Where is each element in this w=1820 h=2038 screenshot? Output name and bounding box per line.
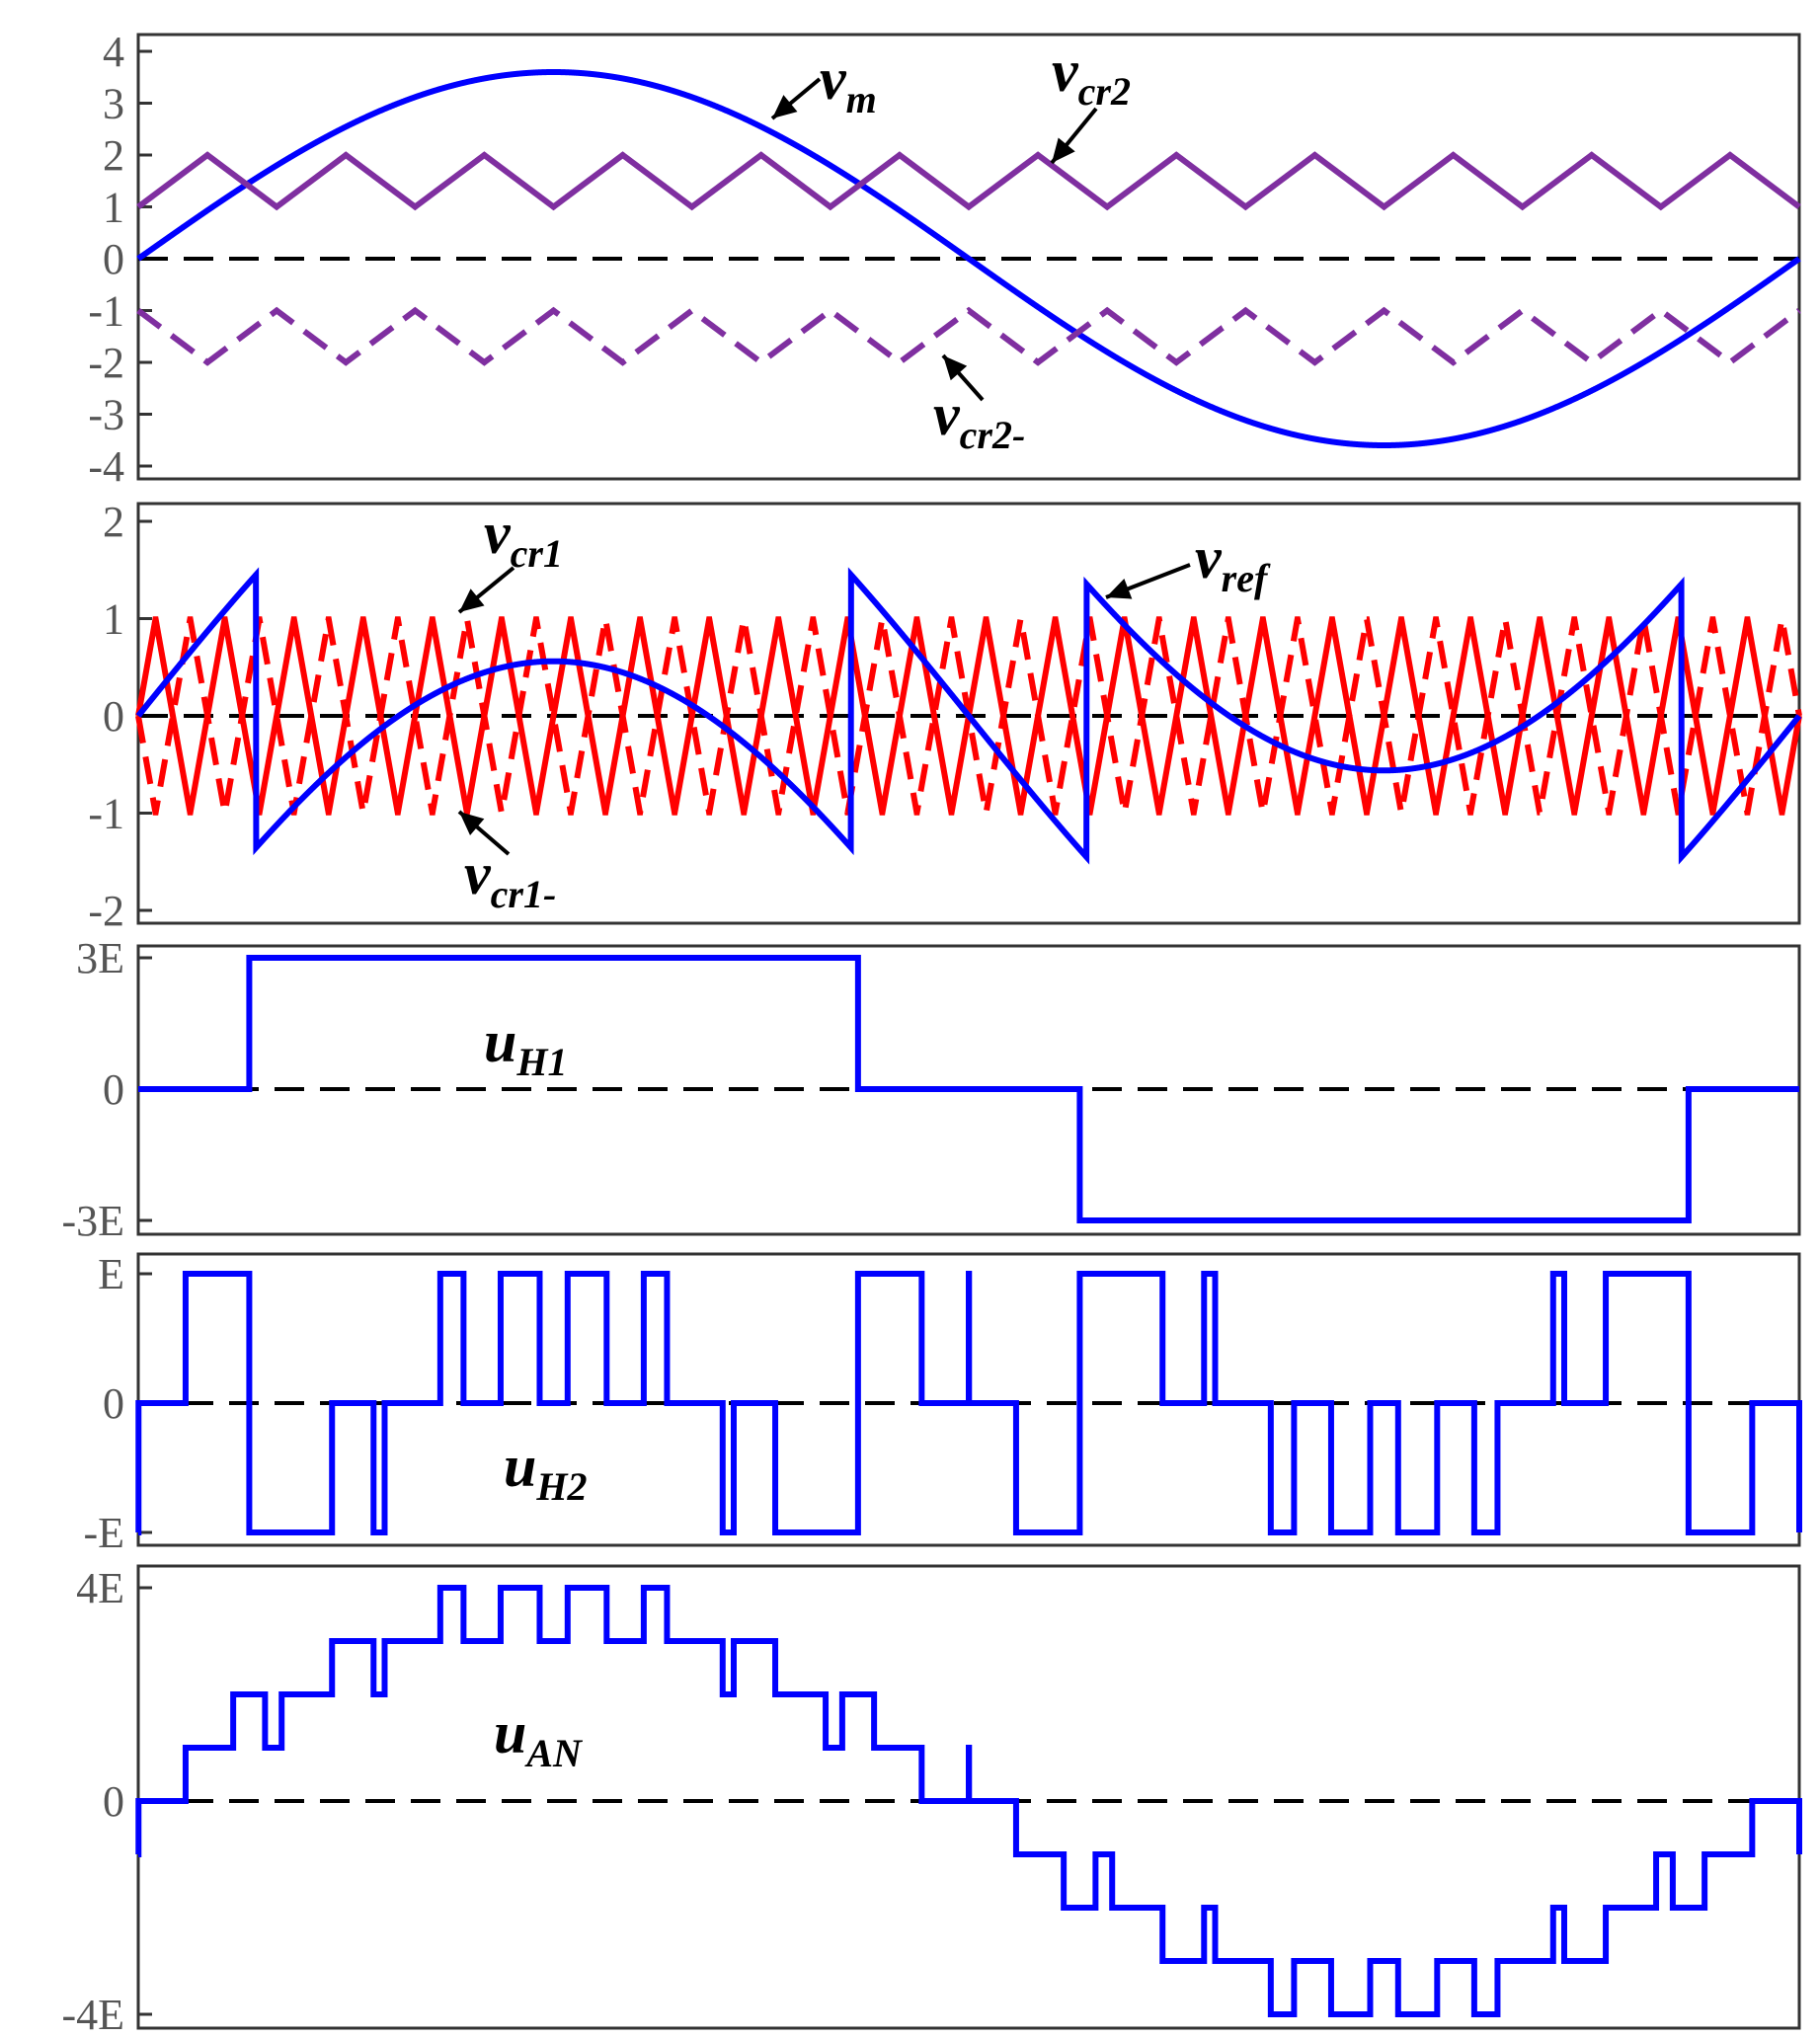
- series-vcr2: [136, 151, 1801, 211]
- label-uAN: uAN: [494, 1700, 584, 1775]
- label-vcr1-main: v: [484, 501, 512, 566]
- label-uH2-main: u: [504, 1434, 536, 1499]
- label-vcr2: vcr2: [1052, 39, 1131, 114]
- series-vm: [136, 69, 1801, 448]
- label-vcr1-sub: cr1: [511, 531, 563, 576]
- label-uH2-sub: H2: [535, 1464, 587, 1509]
- panel-3: 3E 0 -3E uH1: [61, 934, 1801, 1245]
- series-uH1: [138, 955, 1799, 1223]
- y-tick-label: -3E: [61, 1197, 124, 1245]
- arrow-vcr1-head: [459, 588, 485, 612]
- label-uH1: uH1: [484, 1009, 568, 1084]
- label-vm-main: v: [820, 46, 847, 112]
- y-tick-label: -4E: [61, 1991, 124, 2038]
- label-uH2: uH2: [504, 1434, 588, 1509]
- label-vm: vm: [820, 46, 877, 121]
- arrow-vcr2m-head: [943, 355, 968, 381]
- arrow-vcr2-head: [1052, 137, 1075, 163]
- label-uH1-sub: H1: [515, 1040, 567, 1084]
- panel-5-frame: [136, 1564, 1801, 2030]
- y-tick-label: 0: [103, 1379, 124, 1428]
- label-vref: vref: [1195, 525, 1271, 600]
- y-tick-label: 1: [103, 184, 124, 232]
- y-tick-label: -2: [88, 887, 124, 935]
- label-uH1-main: u: [484, 1009, 516, 1074]
- series-uAN: [135, 1585, 1802, 2017]
- label-vcr2-main: v: [1052, 39, 1079, 104]
- y-tick-label: 0: [103, 692, 124, 741]
- label-vcr1m-main: v: [464, 841, 492, 906]
- label-vm-sub: m: [846, 77, 877, 121]
- y-tick-label: 0: [103, 1065, 124, 1114]
- arrow-vref-head: [1106, 579, 1133, 599]
- y-tick-label: -4: [88, 442, 124, 491]
- label-uAN-main: u: [494, 1700, 526, 1765]
- series-vref: [135, 567, 1802, 865]
- label-vref-sub: ref: [1222, 556, 1271, 600]
- y-tick-label: 3E: [76, 934, 124, 982]
- y-tick-label: 2: [103, 498, 124, 546]
- label-vcr2-sub: cr2: [1078, 69, 1131, 114]
- arrow-vm-head: [772, 95, 798, 118]
- label-vref-main: v: [1195, 525, 1223, 590]
- series-vcr2m: [136, 306, 1801, 366]
- y-tick-label: -1: [88, 790, 124, 838]
- panel-4-frame: [136, 1252, 1801, 1547]
- label-uAN-sub: AN: [523, 1731, 584, 1775]
- y-tick-label: 2: [103, 131, 124, 180]
- label-vcr1: vcr1: [484, 501, 563, 576]
- arrow-vcr1m-head: [459, 812, 485, 835]
- y-tick-label: -2: [88, 339, 124, 387]
- series-uH2: [135, 1271, 1802, 1535]
- y-tick-label: 4: [103, 28, 124, 76]
- label-vcr2m-sub: cr2-: [960, 413, 1026, 457]
- y-tick-label: -1: [88, 287, 124, 336]
- y-tick-label: -E: [83, 1509, 124, 1557]
- y-tick-label: 0: [103, 235, 124, 283]
- panel-4: E 0 -E uH2: [83, 1250, 1802, 1557]
- y-tick-label: 4E: [76, 1564, 124, 1612]
- y-tick-label: 3: [103, 80, 124, 128]
- panel-5: 4E 0 -4E uAN: [61, 1564, 1802, 2038]
- y-tick-label: E: [98, 1250, 124, 1298]
- label-vcr1m: vcr1-: [464, 841, 556, 916]
- y-tick-label: 0: [103, 1777, 124, 1826]
- label-vcr1m-sub: cr1-: [491, 872, 557, 916]
- label-vcr2m-main: v: [933, 382, 961, 447]
- y-tick-label: -3: [88, 391, 124, 439]
- label-vcr2m: vcr2-: [933, 382, 1025, 457]
- y-tick-label: 1: [103, 595, 124, 644]
